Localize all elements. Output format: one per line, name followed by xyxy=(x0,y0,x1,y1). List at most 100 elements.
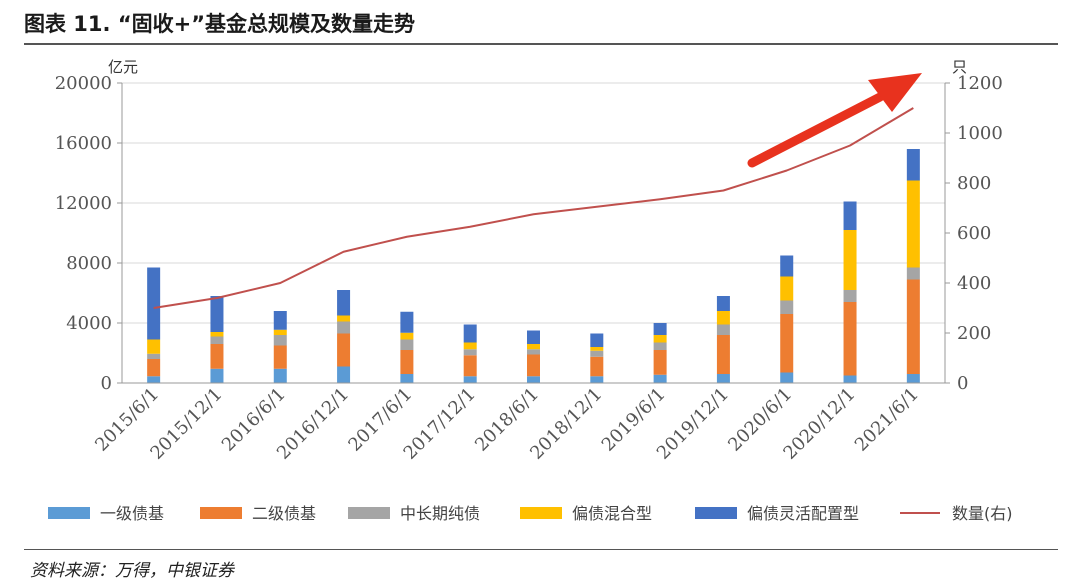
bar-segment xyxy=(653,335,667,343)
bar-segment xyxy=(716,311,730,325)
bar-segment xyxy=(400,311,414,333)
bar-segment xyxy=(780,314,794,373)
bar-segment xyxy=(906,267,920,280)
bar-stack xyxy=(780,255,794,383)
bar-segment xyxy=(653,350,667,375)
bar-stack xyxy=(273,311,287,383)
legend-swatch xyxy=(200,507,242,519)
count-line-path xyxy=(153,107,914,309)
bar-stack xyxy=(147,267,161,383)
left-tick-label: 20000 xyxy=(55,73,112,94)
bar-segment xyxy=(337,321,351,334)
bar-segment xyxy=(590,356,604,377)
legend-swatch xyxy=(520,507,562,519)
bar-stack xyxy=(590,333,604,383)
left-tick-label: 4000 xyxy=(66,313,112,334)
legend-label: 偏债混合型 xyxy=(572,504,652,523)
bar-segment xyxy=(843,230,857,290)
right-tick-label: 600 xyxy=(957,223,991,244)
legend-entry: 数量(右) xyxy=(900,504,1013,523)
legend-label: 二级债基 xyxy=(252,504,316,523)
bar-stack xyxy=(906,149,920,383)
bar-stacks xyxy=(147,149,920,383)
left-tick-label: 12000 xyxy=(55,193,112,214)
bar-segment xyxy=(843,201,857,230)
left-axis-ticks: 0 4000 8000 12000 16000 20000 xyxy=(55,73,122,394)
right-tick-label: 400 xyxy=(957,273,991,294)
bar-segment xyxy=(527,354,540,377)
right-axis-unit: 只 xyxy=(952,58,967,76)
bar-segment xyxy=(210,368,224,383)
bar-segment xyxy=(590,347,604,351)
left-tick-label: 16000 xyxy=(55,133,112,154)
bar-segment xyxy=(210,296,224,332)
bar-stack xyxy=(337,290,351,383)
right-tick-label: 200 xyxy=(957,323,991,344)
left-tick-label: 8000 xyxy=(66,253,112,274)
right-tick-label: 0 xyxy=(957,373,968,394)
bar-segment xyxy=(463,349,477,356)
bar-segment xyxy=(210,344,224,369)
legend-swatch xyxy=(348,507,390,519)
bar-segment xyxy=(147,339,161,354)
bar-segment xyxy=(273,311,287,330)
figure-title: 图表 11. “固收+”基金总规模及数量走势 xyxy=(24,12,416,36)
bar-segment xyxy=(716,374,730,383)
x-axis-labels: 2015/6/12015/12/12016/6/12016/12/12017/6… xyxy=(91,384,923,464)
title-divider xyxy=(24,43,1058,45)
legend-label: 中长期纯债 xyxy=(400,504,480,523)
bar-segment xyxy=(337,366,351,383)
bar-segment xyxy=(780,276,794,301)
right-tick-label: 1000 xyxy=(957,123,1003,144)
bar-segment xyxy=(273,368,287,383)
legend-entry: 一级债基 xyxy=(48,504,164,523)
right-axis-ticks: 0 200 400 600 800 1000 1200 xyxy=(945,73,1003,394)
bar-stack xyxy=(210,296,224,383)
bar-segment xyxy=(210,336,224,344)
legend-label: 偏债灵活配置型 xyxy=(747,504,859,523)
bar-segment xyxy=(906,374,920,383)
bar-segment xyxy=(400,332,414,340)
bar-segment xyxy=(527,376,540,383)
bar-segment xyxy=(716,335,730,374)
bar-segment xyxy=(147,359,161,377)
bar-segment xyxy=(210,332,224,337)
stacked-bar-line-chart: 0 4000 8000 12000 16000 20000 0 200 400 600 800 10… xyxy=(48,58,1013,523)
legend-entry: 中长期纯债 xyxy=(348,504,480,523)
legend-label: 一级债基 xyxy=(100,504,164,523)
right-tick-label: 1200 xyxy=(957,73,1003,94)
bar-segment xyxy=(716,324,730,335)
left-tick-label: 0 xyxy=(101,373,112,394)
arrow-shaft xyxy=(747,92,885,168)
grid-lines xyxy=(122,82,945,324)
bar-segment xyxy=(527,330,540,344)
bar-segment xyxy=(906,279,920,374)
bar-segment xyxy=(653,323,667,335)
bar-segment xyxy=(527,344,540,350)
source-divider xyxy=(24,549,1058,550)
bar-segment xyxy=(780,255,794,277)
legend-entry: 偏债灵活配置型 xyxy=(695,504,859,523)
x-tick-label: 2021/6/1 xyxy=(851,384,923,456)
legend-entry: 偏债混合型 xyxy=(520,504,652,523)
legend: 一级债基 二级债基 中长期纯债 偏债混合型 偏债灵活配置型 数量(右) xyxy=(48,504,1013,523)
bar-segment xyxy=(843,290,857,302)
bar-segment xyxy=(273,345,287,369)
bar-segment xyxy=(147,267,161,340)
bar-segment xyxy=(400,350,414,374)
left-axis-unit: 亿元 xyxy=(108,58,138,76)
bar-segment xyxy=(590,333,604,347)
bar-stack xyxy=(843,201,857,383)
bar-segment xyxy=(147,353,161,359)
bar-segment xyxy=(463,355,477,377)
legend-swatch xyxy=(695,507,737,519)
bar-segment xyxy=(463,342,477,350)
bar-segment xyxy=(273,335,287,346)
legend-label: 数量(右) xyxy=(952,504,1013,523)
bar-segment xyxy=(653,342,667,350)
bar-segment xyxy=(463,376,477,383)
bar-segment xyxy=(400,374,414,383)
source-note: 资料来源：万得，中银证券 xyxy=(30,561,234,581)
bar-segment xyxy=(653,374,667,383)
bar-segment xyxy=(337,315,351,322)
